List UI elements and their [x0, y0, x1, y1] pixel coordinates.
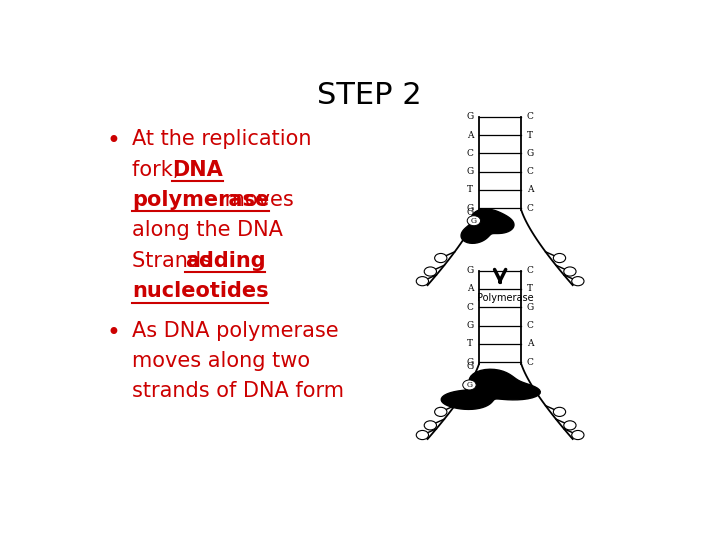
Text: C: C	[527, 266, 534, 275]
Text: G: G	[467, 381, 472, 389]
Text: G: G	[467, 362, 474, 371]
Text: G: G	[467, 321, 474, 330]
Text: along the DNA: along the DNA	[132, 220, 283, 240]
Text: nucleotides: nucleotides	[132, 281, 269, 301]
Text: polymerase: polymerase	[132, 190, 269, 210]
Text: At the replication: At the replication	[132, 129, 311, 149]
Text: C: C	[527, 321, 534, 330]
Text: •: •	[107, 129, 121, 153]
Circle shape	[554, 407, 566, 416]
Text: fork,: fork,	[132, 160, 186, 180]
Text: C: C	[527, 112, 534, 122]
Text: A: A	[467, 131, 473, 139]
Text: G: G	[467, 204, 474, 213]
Circle shape	[424, 267, 436, 276]
Text: C: C	[527, 357, 534, 367]
Text: G: G	[467, 266, 474, 275]
Circle shape	[463, 380, 476, 390]
Text: T: T	[527, 131, 534, 139]
Text: C: C	[527, 204, 534, 213]
Circle shape	[467, 216, 481, 226]
Text: G: G	[471, 217, 477, 225]
Circle shape	[435, 253, 447, 262]
Polygon shape	[461, 209, 514, 244]
Text: C: C	[467, 303, 474, 312]
Text: Strands: Strands	[132, 251, 218, 271]
Text: T: T	[467, 339, 473, 348]
Text: •: •	[107, 321, 121, 345]
Text: A: A	[527, 339, 534, 348]
Text: G: G	[467, 357, 474, 367]
Circle shape	[554, 253, 566, 262]
Text: G: G	[526, 149, 534, 158]
Text: As DNA polymerase: As DNA polymerase	[132, 321, 338, 341]
Polygon shape	[441, 369, 540, 409]
Text: STEP 2: STEP 2	[317, 82, 421, 111]
Text: C: C	[527, 167, 534, 176]
Text: adding: adding	[185, 251, 266, 271]
Text: strands of DNA form: strands of DNA form	[132, 381, 344, 401]
Circle shape	[424, 421, 436, 430]
Text: A: A	[467, 285, 473, 293]
Text: G: G	[467, 208, 474, 217]
Text: moves along two: moves along two	[132, 351, 310, 371]
Text: Polymerase: Polymerase	[477, 294, 534, 303]
Text: T: T	[467, 185, 473, 194]
Text: T: T	[527, 285, 534, 293]
Text: DNA: DNA	[172, 160, 222, 180]
Text: moves: moves	[218, 190, 294, 210]
Circle shape	[416, 430, 428, 440]
Circle shape	[564, 421, 576, 430]
Circle shape	[416, 276, 428, 286]
Text: G: G	[467, 167, 474, 176]
Text: G: G	[467, 112, 474, 122]
Text: C: C	[467, 149, 474, 158]
Circle shape	[572, 276, 584, 286]
Circle shape	[435, 407, 447, 416]
Circle shape	[572, 430, 584, 440]
Text: G: G	[526, 303, 534, 312]
Text: A: A	[527, 185, 534, 194]
Circle shape	[564, 267, 576, 276]
